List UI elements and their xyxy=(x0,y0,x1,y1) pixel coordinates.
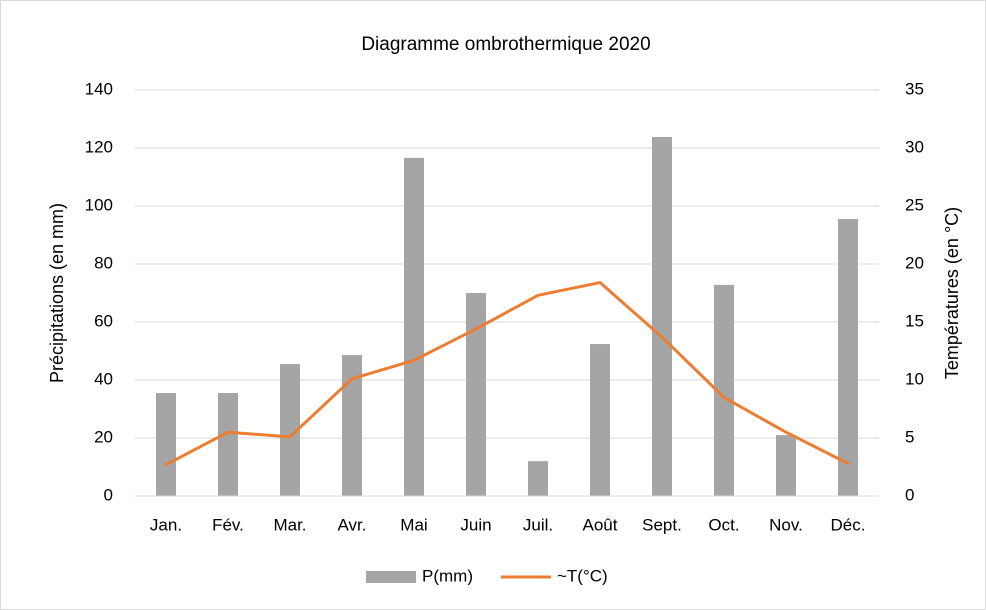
y2-tick-label: 30 xyxy=(905,137,924,156)
x-tick-label: Mai xyxy=(400,515,427,534)
y-tick-label: 100 xyxy=(85,195,113,214)
bar xyxy=(652,136,672,497)
legend-swatch xyxy=(366,571,416,583)
y2-tick-label: 5 xyxy=(905,427,914,446)
x-tick-label: Sept. xyxy=(642,515,682,534)
y2-tick-label: 25 xyxy=(905,195,924,214)
y-tick-label: 140 xyxy=(85,79,113,98)
x-tick-label: Juin xyxy=(460,515,491,534)
x-tick-label: Déc. xyxy=(831,515,866,534)
bar xyxy=(466,293,486,496)
y2-tick-label: 35 xyxy=(905,79,924,98)
y2-tick-label: 20 xyxy=(905,253,924,272)
bar xyxy=(218,393,238,496)
y-tick-label: 0 xyxy=(104,485,113,504)
y-axis-label: Précipitations (en mm) xyxy=(47,203,67,383)
x-tick-label: Août xyxy=(583,515,618,534)
x-tick-label: Avr. xyxy=(338,515,367,534)
x-tick-label: Mar. xyxy=(273,515,306,534)
x-tick-label: Oct. xyxy=(708,515,739,534)
bar xyxy=(156,393,176,496)
chart-title: Diagramme ombrothermique 2020 xyxy=(361,34,650,55)
bar xyxy=(342,355,362,496)
x-tick-label: Jan. xyxy=(150,515,182,534)
x-tick-label: Fév. xyxy=(212,515,244,534)
y2-tick-label: 0 xyxy=(905,485,914,504)
x-tick-label: Juil. xyxy=(523,515,553,534)
bar xyxy=(280,364,300,496)
y2-tick-label: 15 xyxy=(905,311,924,330)
y-tick-label: 60 xyxy=(94,311,113,330)
y-tick-label: 20 xyxy=(94,427,113,446)
bar xyxy=(776,435,796,496)
y-tick-label: 40 xyxy=(94,369,113,388)
bar xyxy=(404,157,424,497)
bar xyxy=(590,344,610,496)
y-tick-label: 80 xyxy=(94,253,113,272)
bar xyxy=(838,219,858,497)
y-tick-label: 120 xyxy=(85,137,113,156)
line xyxy=(164,281,850,467)
bar xyxy=(714,284,734,496)
y2-tick-label: 10 xyxy=(905,369,924,388)
legend-label: P(mm) xyxy=(422,566,473,585)
bar xyxy=(528,461,548,496)
x-tick-label: Nov. xyxy=(769,515,803,534)
y2-axis-label: Températures (en °C) xyxy=(942,207,962,379)
legend-label: ~T(°C) xyxy=(557,566,608,585)
